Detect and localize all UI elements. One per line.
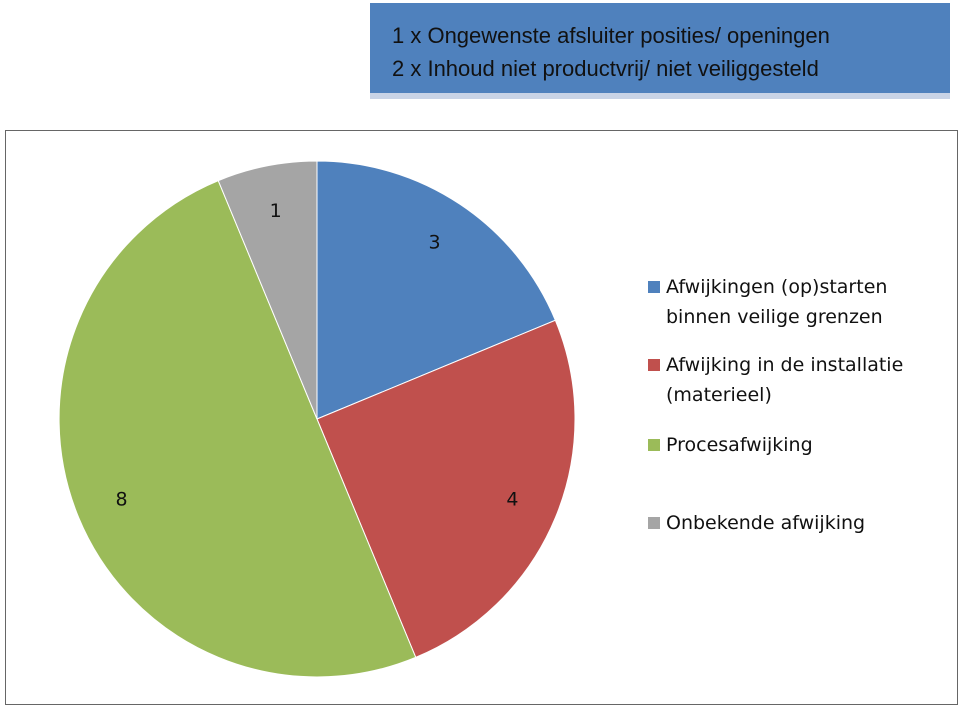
annotation-box: 1 x Ongewenste afsluiter posities/ openi… — [370, 3, 950, 99]
annotation-line: 2 x Inhoud niet productvrij/ niet veilig… — [392, 56, 819, 81]
legend-swatch — [648, 359, 660, 371]
legend-swatch — [648, 439, 660, 451]
pie-slice — [58, 179, 417, 678]
data-label: 1 — [270, 200, 282, 222]
pie-slice — [217, 160, 318, 420]
pie-slice — [316, 319, 576, 659]
legend-label: Onbekende afwijking — [666, 512, 866, 534]
annotation-line: 1 x Ongewenste afsluiter posities/ openi… — [392, 23, 830, 48]
legend-label: Procesafwijking — [666, 434, 813, 456]
data-label: 4 — [506, 488, 518, 510]
legend-label: Afwijkingen (op)starten binnen veilige g… — [666, 276, 888, 328]
legend-swatch — [648, 517, 660, 529]
legend-label: Afwijking in de installatie (materieel) — [666, 354, 904, 406]
chart-frame — [5, 130, 958, 705]
data-label: 3 — [428, 232, 440, 254]
data-label: 8 — [115, 488, 127, 510]
legend-swatch — [648, 281, 660, 293]
pie-slice — [316, 160, 557, 420]
